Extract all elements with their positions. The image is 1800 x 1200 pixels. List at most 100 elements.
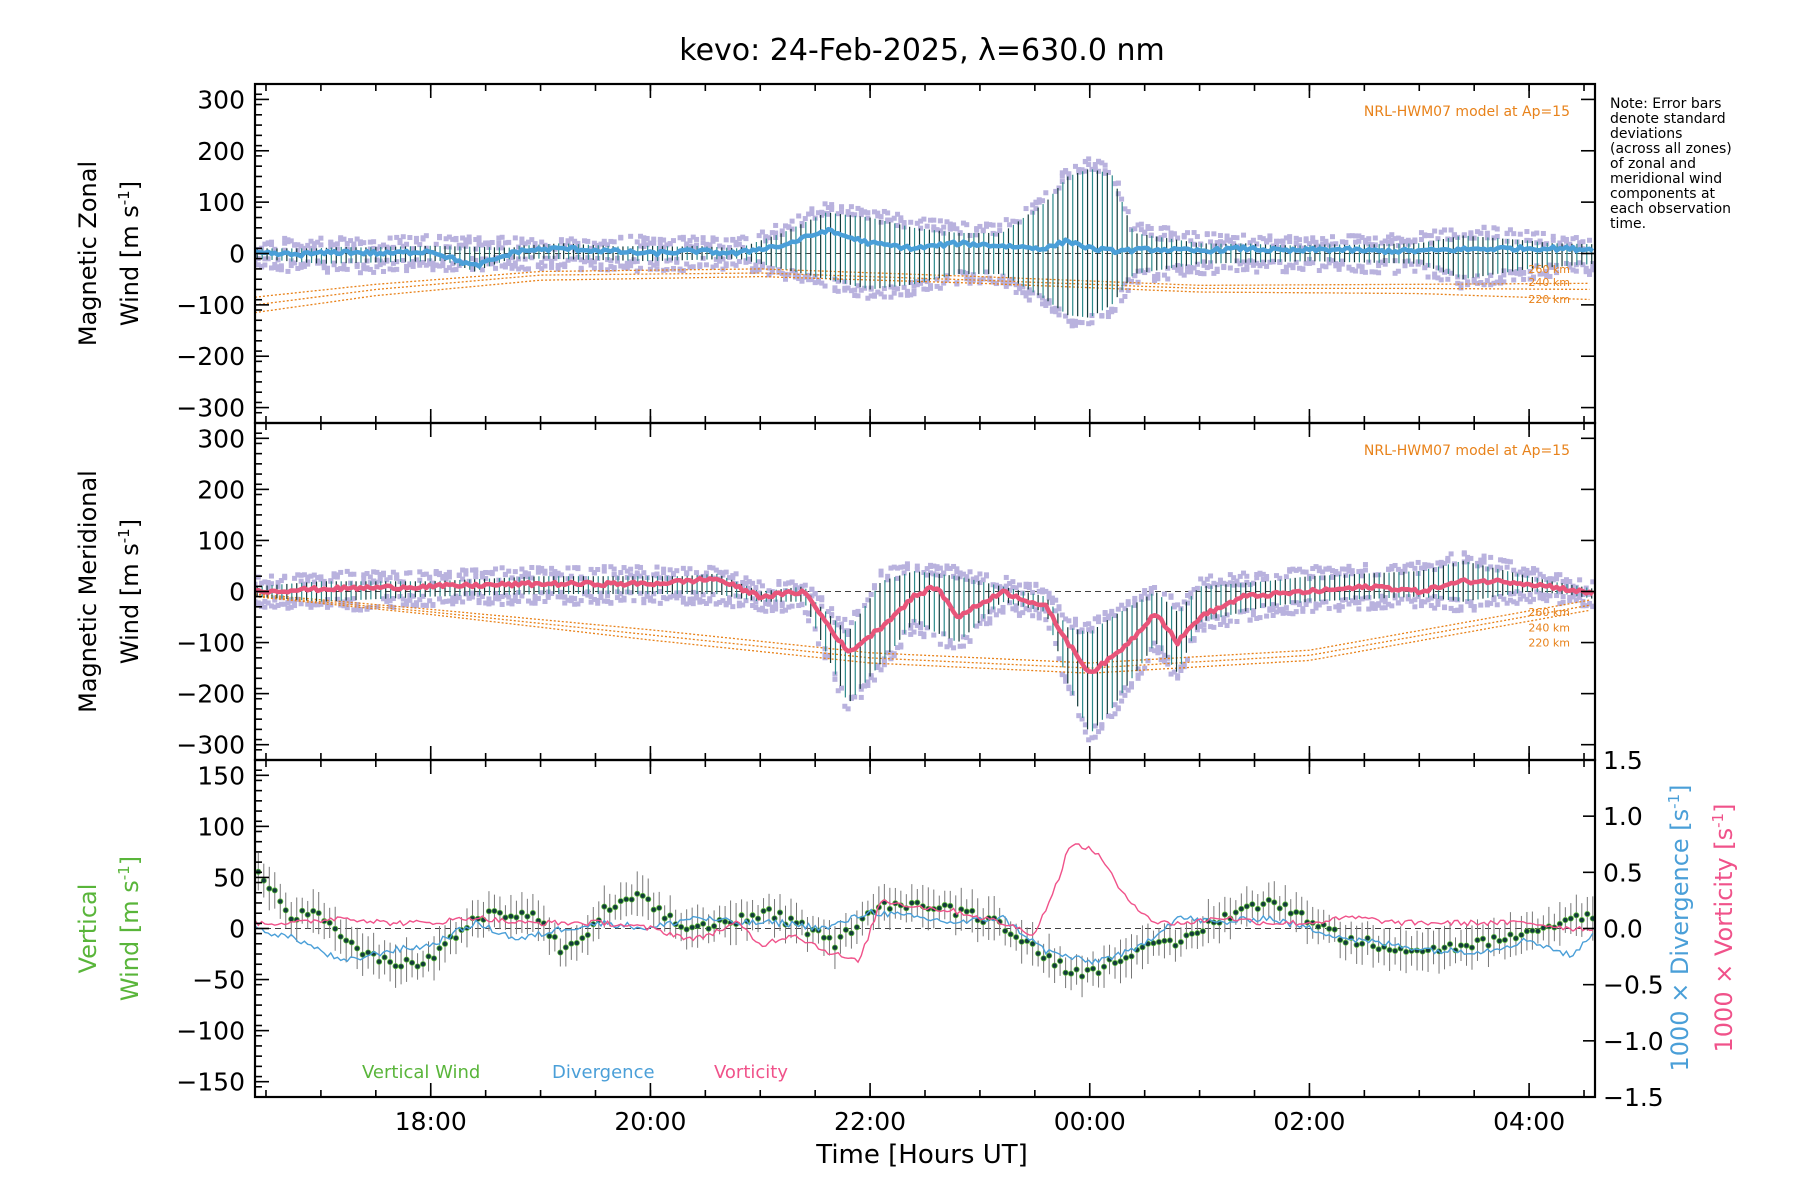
scatter-point (707, 564, 713, 570)
scatter-point (1333, 263, 1339, 269)
scatter-point (308, 573, 314, 579)
right-y-tick-label: −1.0 (1603, 1027, 1664, 1056)
scatter-point (904, 289, 910, 295)
y-tick-label: 100 (197, 812, 245, 841)
scatter-point (1376, 601, 1382, 607)
scatter-point (331, 242, 337, 248)
scatter-point (1293, 235, 1299, 241)
scatter-point (1257, 262, 1263, 268)
scatter-point (344, 241, 350, 247)
y-tick-label: 150 (197, 761, 245, 790)
scatter-point (1339, 597, 1345, 603)
note-line: deviations (1610, 126, 1682, 142)
scatter-point (1372, 605, 1378, 611)
scatter-point (1125, 601, 1131, 607)
scatter-point (730, 604, 736, 610)
vertical-wind-point (288, 916, 295, 923)
vertical-wind-point (1490, 933, 1497, 940)
scatter-point (1432, 594, 1438, 600)
scatter-point (1432, 271, 1438, 277)
scatter-point (598, 593, 604, 599)
scatter-point (664, 242, 670, 248)
scatter-point (934, 227, 940, 233)
scatter-point (608, 238, 614, 244)
scatter-point (934, 276, 940, 282)
scatter-point (641, 596, 647, 602)
scatter-point (1155, 272, 1161, 278)
scatter-point (638, 243, 644, 249)
scatter-point (743, 575, 749, 581)
scatter-point (947, 226, 953, 232)
scatter-point (1290, 600, 1296, 606)
scatter-point (977, 620, 983, 626)
scatter-point (1544, 268, 1550, 274)
scatter-point (479, 267, 485, 273)
scatter-point (720, 244, 726, 250)
scatter-point (977, 580, 983, 586)
scatter-point (440, 263, 446, 269)
scatter-point (1287, 610, 1293, 616)
scatter-point (1372, 269, 1378, 275)
scatter-point (730, 237, 736, 243)
scatter-point (1234, 619, 1240, 625)
vertical-wind-point (513, 914, 520, 921)
scatter-point (1204, 576, 1210, 582)
scatter-point (529, 575, 535, 581)
scatter-point (1056, 185, 1062, 191)
scatter-point (1458, 281, 1464, 287)
vertical-wind-point (343, 937, 350, 944)
scatter-point (878, 568, 884, 574)
scatter-point (1082, 159, 1088, 165)
scatter-point (1310, 260, 1316, 266)
scatter-point (499, 245, 505, 251)
scatter-point (690, 601, 696, 607)
scatter-point (1494, 279, 1500, 285)
scatter-point (318, 235, 324, 241)
scatter-point (1521, 566, 1527, 572)
scatter-point (1488, 600, 1494, 606)
scatter-point (595, 598, 601, 604)
scatter-point (394, 572, 400, 578)
scatter-point (700, 255, 706, 261)
vertical-wind-point (1177, 939, 1184, 946)
scatter-point (549, 571, 555, 577)
scatter-point (730, 575, 736, 581)
vorticity-line (255, 843, 1593, 964)
scatter-point (1339, 258, 1345, 264)
scatter-point (703, 262, 709, 268)
vertical-wind-point (579, 935, 586, 942)
scatter-point (268, 581, 274, 587)
scatter-point (832, 287, 838, 293)
scatter-point (268, 603, 274, 609)
scatter-point (858, 686, 864, 692)
scatter-point (1079, 320, 1085, 326)
scatter-point (641, 239, 647, 245)
vertical-wind-point (1589, 915, 1595, 922)
scatter-point (759, 264, 765, 270)
scatter-point (1455, 608, 1461, 614)
x-tick-label: 04:00 (1493, 1107, 1565, 1136)
scatter-point (829, 202, 835, 208)
scatter-point (1270, 607, 1276, 613)
scatter-point (1204, 232, 1210, 238)
scatter-point (1577, 592, 1583, 598)
vertical-wind-point (820, 934, 827, 941)
scatter-point (1119, 698, 1125, 704)
scatter-point (351, 607, 357, 613)
scatter-point (512, 260, 518, 266)
y-tick-label: −100 (176, 629, 245, 658)
scatter-point (1175, 602, 1181, 608)
scatter-point (1415, 261, 1421, 267)
vertical-wind-point (1573, 912, 1580, 919)
scatter-point (282, 240, 288, 246)
scatter-point (1554, 572, 1560, 578)
scatter-point (740, 234, 746, 240)
scatter-point (931, 227, 937, 233)
scatter-point (875, 213, 881, 219)
scatter-point (628, 572, 634, 578)
scatter-point (1000, 280, 1006, 286)
scatter-point (1402, 239, 1408, 245)
scatter-point (404, 263, 410, 269)
scatter-point (1379, 240, 1385, 246)
scatter-point (736, 259, 742, 265)
